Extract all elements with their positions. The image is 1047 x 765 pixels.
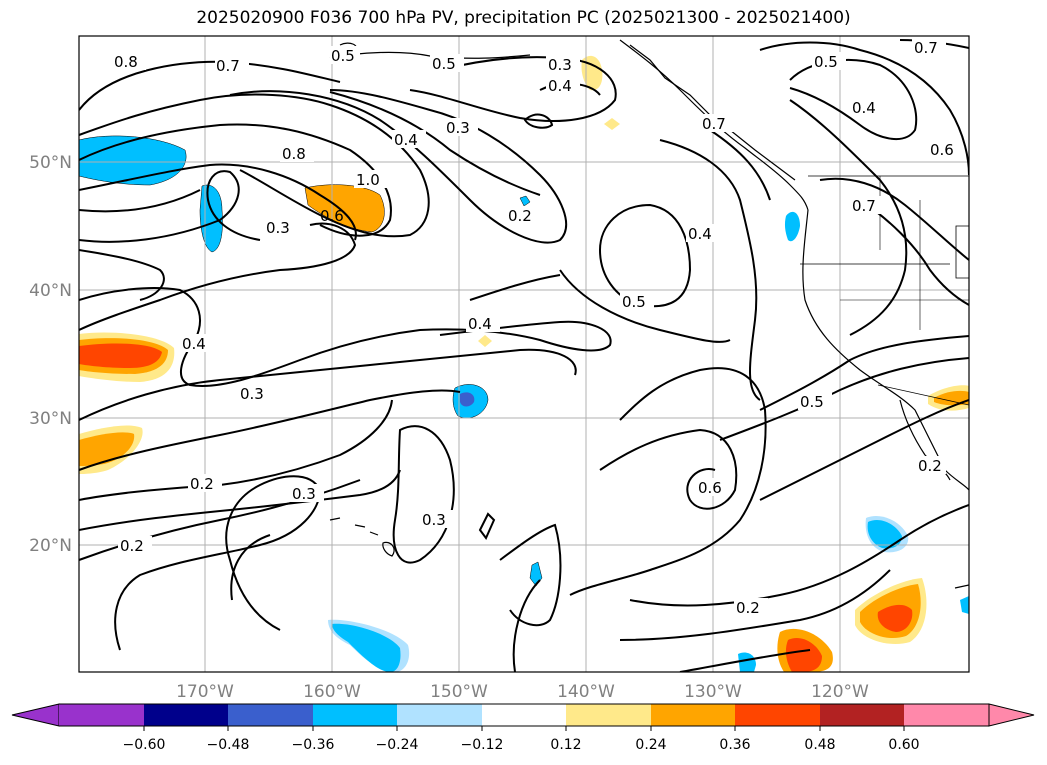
colorbar-tick: 0.24 [635,737,666,753]
svg-text:0.5: 0.5 [800,393,824,411]
lat-label-40: 40°N [29,281,72,301]
svg-text:0.2: 0.2 [120,537,144,555]
lat-label-50: 50°N [29,153,72,173]
svg-text:0.2: 0.2 [736,599,760,617]
colorbar-tick: 0.60 [888,737,919,753]
colorbar-tick: 0.36 [719,737,750,753]
colorbar-tick: −0.60 [123,737,166,753]
svg-text:0.2: 0.2 [190,475,214,493]
lon-label-170w: 170°W [176,682,234,702]
colorbar-tick: 0.12 [550,737,581,753]
colorbar-tick: −0.24 [376,737,419,753]
colorbar-tick: −0.48 [207,737,250,753]
colorbar-tick: −0.12 [461,737,504,753]
lat-label-20: 20°N [29,536,72,556]
svg-text:0.3: 0.3 [266,219,290,237]
svg-text:0.5: 0.5 [814,53,838,71]
lon-label-150w: 150°W [430,682,488,702]
lon-label-130w: 130°W [684,682,742,702]
colorbar: −0.60 −0.48 −0.36 −0.24 −0.12 0.12 0.24 … [11,703,1035,753]
svg-text:0.4: 0.4 [688,225,712,243]
svg-text:0.6: 0.6 [698,479,722,497]
lat-label-30: 30°N [29,409,72,429]
svg-text:0.7: 0.7 [914,39,938,57]
svg-text:0.2: 0.2 [508,207,532,225]
lon-label-140w: 140°W [557,682,615,702]
svg-text:0.3: 0.3 [240,385,264,403]
svg-text:0.6: 0.6 [930,141,954,159]
svg-text:0.3: 0.3 [548,56,572,74]
colorbar-tick: −0.36 [292,737,335,753]
map-area [79,36,969,672]
colorbar-tick: 0.48 [804,737,835,753]
svg-text:0.4: 0.4 [394,131,418,149]
lon-label-120w: 120°W [811,682,869,702]
colorbar-extend-high [988,703,1035,727]
map-title: 2025020900 F036 700 hPa PV, precipitatio… [196,8,851,28]
svg-text:0.6: 0.6 [320,207,344,225]
svg-text:0.7: 0.7 [702,115,726,133]
svg-text:0.3: 0.3 [292,485,316,503]
svg-text:0.4: 0.4 [548,77,572,95]
lon-labels: 170°W 160°W 150°W 140°W 130°W 120°W [176,682,869,702]
svg-text:0.4: 0.4 [852,99,876,117]
svg-text:0.8: 0.8 [114,53,138,71]
svg-text:0.4: 0.4 [182,335,206,353]
svg-text:0.7: 0.7 [216,57,240,75]
svg-text:0.7: 0.7 [852,197,876,215]
lat-labels: 50°N 40°N 30°N 20°N [29,153,72,556]
contour-labels: 0.8 0.7 0.5 0.5 0.3 0.4 0.7 0.5 0.4 0.6 … [112,38,962,617]
svg-text:0.3: 0.3 [446,119,470,137]
svg-text:0.3: 0.3 [422,511,446,529]
svg-text:0.5: 0.5 [331,47,355,65]
svg-text:1.0: 1.0 [356,171,380,189]
svg-text:0.2: 0.2 [918,457,942,475]
colorbar-extend-low [11,703,60,727]
svg-text:0.4: 0.4 [468,315,492,333]
map-frame [78,35,970,673]
svg-text:0.5: 0.5 [432,55,456,73]
svg-text:0.5: 0.5 [622,293,646,311]
svg-text:0.8: 0.8 [282,145,306,163]
lon-label-160w: 160°W [303,682,361,702]
